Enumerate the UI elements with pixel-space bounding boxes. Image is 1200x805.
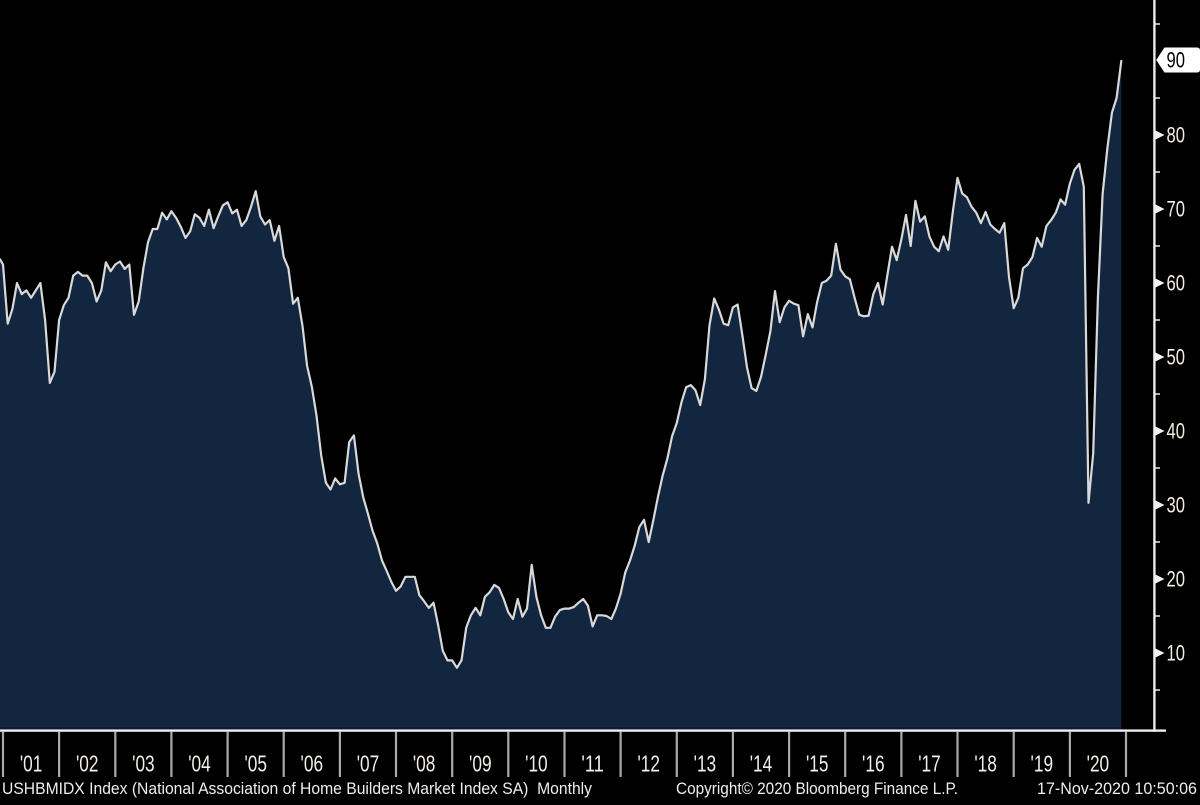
svg-text:50: 50 (1167, 345, 1186, 370)
svg-text:'03: '03 (132, 751, 155, 777)
svg-text:'04: '04 (188, 751, 211, 777)
svg-text:'10: '10 (525, 751, 548, 777)
svg-text:'13: '13 (694, 751, 717, 777)
svg-text:'15: '15 (806, 751, 829, 777)
svg-text:'08: '08 (413, 751, 436, 777)
svg-text:'12: '12 (637, 751, 660, 777)
svg-text:'17: '17 (918, 751, 941, 777)
svg-text:USHBMIDX Index (National Assoc: USHBMIDX Index (National Association of … (2, 779, 592, 798)
svg-text:20: 20 (1167, 567, 1186, 592)
svg-text:'07: '07 (357, 751, 380, 777)
svg-text:'19: '19 (1031, 751, 1054, 777)
svg-text:'20: '20 (1087, 751, 1110, 777)
svg-text:'09: '09 (469, 751, 492, 777)
svg-text:70: 70 (1167, 197, 1186, 222)
svg-text:17-Nov-2020 10:50:06: 17-Nov-2020 10:50:06 (1037, 779, 1197, 798)
svg-text:'16: '16 (862, 751, 885, 777)
svg-text:60: 60 (1167, 271, 1186, 296)
svg-text:'02: '02 (76, 751, 99, 777)
svg-text:Copyright© 2020 Bloomberg Fina: Copyright© 2020 Bloomberg Finance L.P. (676, 779, 958, 798)
svg-text:90: 90 (1167, 48, 1186, 73)
svg-text:'06: '06 (301, 751, 324, 777)
svg-text:'18: '18 (974, 751, 997, 777)
svg-text:'01: '01 (20, 751, 43, 777)
svg-text:'11: '11 (581, 751, 604, 777)
svg-text:40: 40 (1167, 419, 1186, 444)
svg-text:30: 30 (1167, 493, 1186, 518)
svg-text:80: 80 (1167, 123, 1186, 148)
svg-text:'05: '05 (244, 751, 267, 777)
svg-text:10: 10 (1167, 641, 1186, 666)
svg-text:'14: '14 (750, 751, 773, 777)
